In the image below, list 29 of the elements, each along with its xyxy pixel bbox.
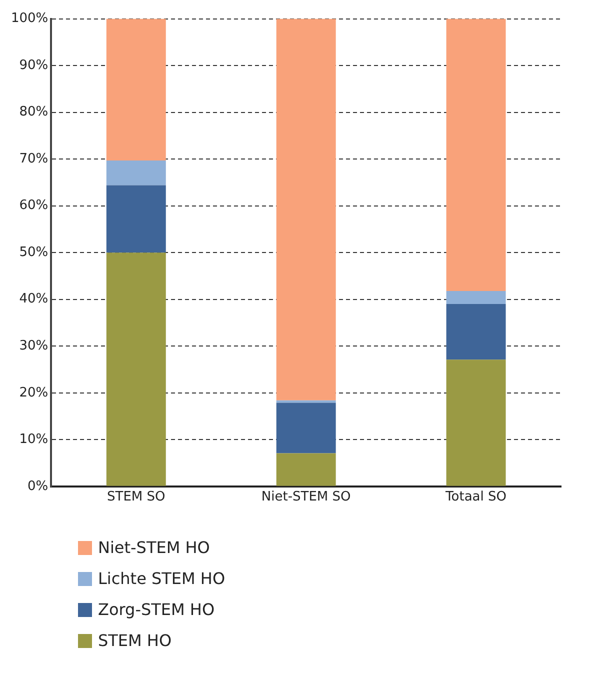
x-tick-label: Totaal SO (444, 490, 507, 505)
y-tick-label: 40% (19, 292, 48, 307)
bar (106, 18, 166, 160)
y-tick-label: 60% (19, 198, 48, 214)
x-tick-label: STEM SO (107, 490, 166, 505)
legend-label: Lichte STEM HO (98, 569, 226, 588)
y-tick-label: 20% (19, 385, 48, 400)
y-tick-label: 50% (19, 244, 48, 260)
x-tick-label: Niet-STEM SO (261, 490, 351, 505)
legend-label: STEM HO (98, 631, 172, 650)
y-tick-label: 80% (19, 104, 48, 120)
y-tick-label: 90% (19, 58, 48, 73)
bar (276, 453, 336, 486)
y-tick-label: 70% (19, 151, 48, 166)
legend-label: Niet-STEM HO (98, 538, 210, 557)
y-tick-label: 30% (19, 338, 48, 354)
legend-label: Zorg-STEM HO (98, 600, 215, 619)
y-tick-label: 100% (10, 11, 48, 26)
y-tick-label: 10% (19, 432, 48, 448)
bar (106, 252, 166, 486)
bar (446, 290, 506, 304)
bar (446, 360, 506, 486)
bar (446, 18, 506, 291)
bar (106, 185, 166, 253)
bar (276, 402, 336, 454)
bar (276, 18, 336, 400)
bar (446, 304, 506, 360)
bar (106, 160, 166, 186)
y-tick-label: 0% (28, 478, 48, 494)
